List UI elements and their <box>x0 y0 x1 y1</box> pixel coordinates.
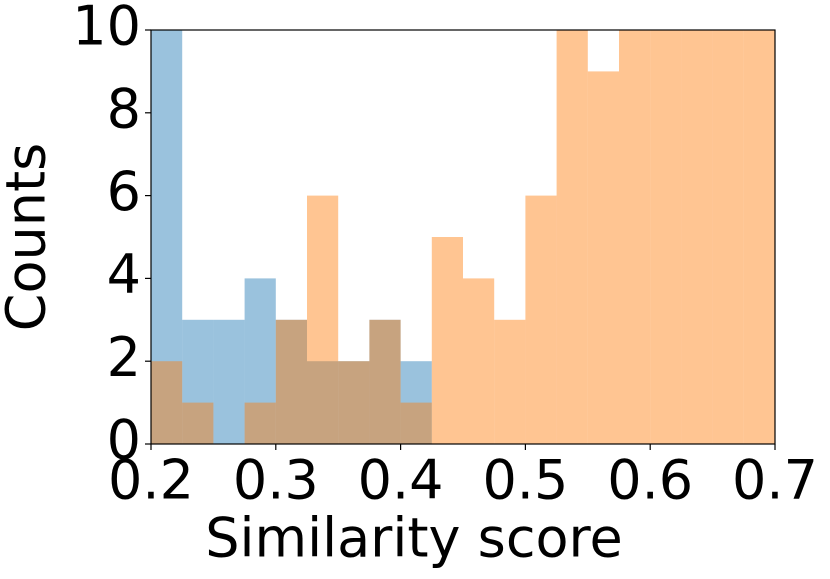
y-tick-label: 8 <box>107 77 141 140</box>
y-tick-label: 4 <box>107 243 141 306</box>
histogram-bar <box>244 402 276 444</box>
histogram-bar <box>244 278 276 444</box>
histogram-bar <box>619 30 651 444</box>
y-tick-label: 2 <box>107 326 141 389</box>
histogram-bar <box>151 30 183 444</box>
x-tick-label: 0.7 <box>732 449 818 512</box>
histogram-bar <box>307 361 339 444</box>
histogram-bar <box>712 30 744 444</box>
histogram-bar <box>743 30 775 444</box>
histogram-bar <box>681 30 713 444</box>
x-tick-label: 0.2 <box>108 449 194 512</box>
histogram-bar <box>275 319 307 444</box>
histogram-bar <box>182 402 214 444</box>
y-tick-label: 6 <box>107 160 141 223</box>
histogram-bar <box>369 319 401 444</box>
y-axis-label: Counts <box>0 143 58 332</box>
histogram-bar <box>275 319 307 444</box>
histogram-bar <box>213 319 245 444</box>
histogram-bar <box>587 71 619 445</box>
histogram-bar <box>400 361 432 444</box>
histogram-bar <box>338 361 370 444</box>
histogram-bar <box>463 278 495 444</box>
histogram-bar <box>525 195 557 444</box>
x-tick-label: 0.4 <box>358 449 444 512</box>
x-tick-label: 0.5 <box>482 449 568 512</box>
histogram-bar <box>494 319 526 444</box>
histogram-bar <box>556 30 588 444</box>
bars <box>151 30 775 445</box>
histogram-bar <box>650 30 682 444</box>
histogram-bar <box>307 195 339 444</box>
histogram-bar <box>400 402 432 444</box>
x-tick-label: 0.6 <box>607 449 693 512</box>
histogram-bar <box>182 319 214 444</box>
histogram-bar <box>338 361 370 444</box>
histogram-bar <box>369 319 401 444</box>
histogram-bar <box>431 237 463 444</box>
histogram-bar <box>151 361 183 444</box>
axes-frame <box>150 29 776 445</box>
x-tick-label: 0.3 <box>233 449 319 512</box>
y-tick-label: 10 <box>72 0 141 58</box>
x-axis-label: Similarity score <box>205 507 623 570</box>
y-tick-label: 0 <box>107 409 141 472</box>
